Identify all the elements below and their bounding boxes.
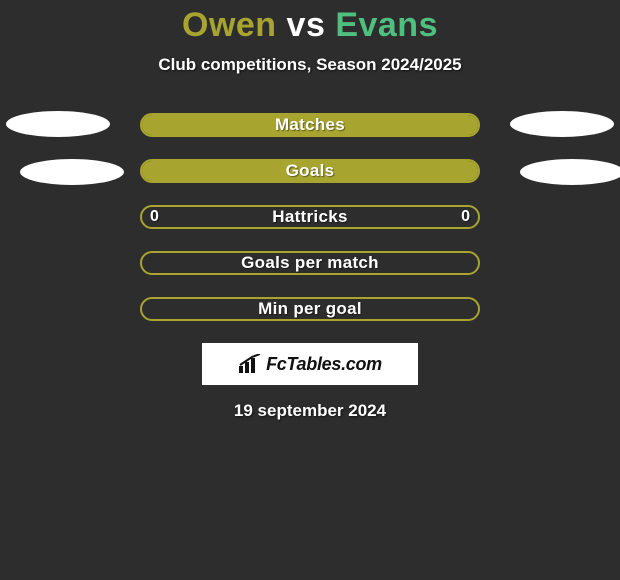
stat-bar: Min per goal — [140, 297, 480, 321]
stat-row: Min per goal — [0, 297, 620, 321]
title-player2: Evans — [335, 6, 438, 44]
stat-row: 00Hattricks — [0, 205, 620, 229]
player-chip-left — [6, 111, 110, 137]
comparison-card: Owen vs Evans Club competitions, Season … — [0, 0, 620, 421]
stat-row: Goals per match — [0, 251, 620, 275]
player-chip-right — [520, 159, 620, 185]
stat-bar: Goals per match — [140, 251, 480, 275]
brand-chart-icon — [238, 354, 262, 374]
stat-row: 11Matches — [0, 113, 620, 137]
brand-text: FcTables.com — [266, 354, 382, 375]
stat-row: 00Goals — [0, 159, 620, 183]
title-vs: vs — [287, 6, 326, 44]
player-chip-left — [20, 159, 124, 185]
stat-label: Min per goal — [142, 299, 478, 319]
title-player1: Owen — [182, 6, 277, 44]
brand-badge: FcTables.com — [202, 343, 418, 385]
stat-label: Hattricks — [142, 207, 478, 227]
stat-bar: Goals — [140, 159, 480, 183]
stat-bar: Matches — [140, 113, 480, 137]
page-title: Owen vs Evans — [0, 6, 620, 45]
stat-label: Matches — [142, 115, 478, 135]
player-chip-right — [510, 111, 614, 137]
stat-label: Goals — [142, 161, 478, 181]
stat-rows: 11Matches 00Goals 00Hattricks Goals per mat… — [0, 113, 620, 321]
stat-label: Goals per match — [142, 253, 478, 273]
date-text: 19 september 2024 — [0, 401, 620, 421]
subtitle: Club competitions, Season 2024/2025 — [0, 55, 620, 75]
stat-bar: Hattricks — [140, 205, 480, 229]
